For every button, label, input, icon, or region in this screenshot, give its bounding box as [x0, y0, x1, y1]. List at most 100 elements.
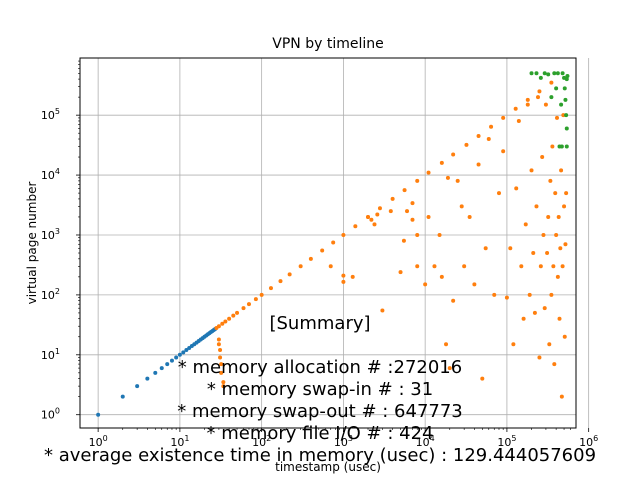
data-point — [464, 142, 469, 147]
summary-swap-in: * memory swap-in # : 31 — [206, 379, 434, 400]
data-point — [519, 264, 524, 269]
data-point — [331, 240, 336, 245]
data-point — [540, 155, 545, 160]
data-point — [220, 321, 225, 326]
data-point — [455, 178, 460, 183]
data-point — [501, 149, 506, 154]
data-point — [287, 272, 292, 277]
data-point — [516, 118, 521, 123]
data-point — [564, 144, 569, 149]
data-point — [564, 113, 569, 118]
data-point — [541, 232, 546, 237]
x-tick-label: 102 — [252, 434, 271, 449]
data-point — [562, 86, 567, 91]
data-point — [467, 214, 472, 219]
data-point — [537, 89, 542, 94]
data-point — [174, 355, 179, 360]
data-point — [542, 306, 547, 311]
data-point — [231, 313, 236, 318]
data-point — [320, 248, 325, 253]
data-point — [537, 355, 542, 360]
data-point — [504, 295, 509, 300]
data-point — [219, 370, 224, 375]
y-tick-label: 102 — [41, 287, 60, 302]
data-point — [560, 264, 565, 269]
data-point — [235, 310, 240, 315]
x-tick-label: 105 — [497, 434, 516, 449]
data-point — [184, 348, 189, 353]
data-point — [483, 246, 488, 251]
data-point — [241, 306, 246, 311]
data-point — [552, 362, 557, 367]
data-point — [543, 102, 548, 107]
data-point — [511, 342, 516, 347]
data-point — [216, 342, 221, 347]
data-point — [377, 206, 382, 211]
data-point — [221, 380, 226, 385]
data-point — [426, 170, 431, 175]
x-tick-label: 103 — [334, 434, 353, 449]
data-point — [353, 224, 358, 229]
data-point — [410, 201, 415, 206]
data-point — [405, 209, 410, 214]
data-point — [447, 366, 452, 371]
data-point — [159, 366, 164, 371]
data-point — [554, 86, 559, 91]
data-point — [415, 264, 420, 269]
data-point — [532, 310, 537, 315]
data-point — [563, 97, 568, 102]
x-tick-label: 101 — [170, 434, 189, 449]
data-point — [476, 133, 481, 138]
data-point — [259, 292, 264, 297]
data-point — [432, 264, 437, 269]
data-point — [350, 274, 355, 279]
data-point — [561, 113, 566, 118]
summary-allocation: * memory allocation # :272016 — [177, 357, 463, 378]
data-point — [444, 342, 449, 347]
data-point — [555, 274, 560, 279]
data-point — [559, 144, 564, 149]
summary-heading: [Summary] — [269, 313, 371, 334]
data-point — [219, 362, 224, 367]
data-point — [552, 71, 557, 76]
data-point — [546, 214, 551, 219]
x-tick-label: 100 — [89, 434, 108, 449]
data-point — [177, 352, 182, 357]
data-point — [476, 162, 481, 167]
data-point — [525, 102, 530, 107]
data-point — [380, 308, 385, 313]
data-point — [564, 191, 569, 196]
data-point — [388, 209, 393, 214]
data-point — [216, 324, 221, 329]
data-point — [525, 97, 530, 102]
data-point — [153, 370, 158, 375]
data-point — [486, 137, 491, 142]
data-point — [223, 319, 228, 324]
data-point — [548, 178, 553, 183]
data-point — [562, 204, 567, 209]
summary-file-io: * memory file I/O # : 424 — [206, 423, 434, 444]
data-point — [535, 95, 540, 100]
y-tick-label: 104 — [41, 167, 60, 182]
data-point — [451, 298, 456, 303]
data-point — [555, 71, 560, 76]
plot-frame — [79, 57, 577, 429]
data-point — [551, 264, 556, 269]
data-point — [527, 292, 532, 297]
data-point — [96, 412, 101, 417]
data-point — [221, 384, 226, 389]
data-point — [165, 362, 170, 367]
data-point — [372, 222, 377, 227]
data-point — [554, 232, 559, 237]
data-point — [529, 71, 534, 76]
data-point — [415, 232, 420, 237]
data-point — [341, 273, 346, 278]
data-point — [565, 74, 570, 79]
data-point — [218, 348, 223, 353]
summary-swap-out: * memory swap-out # : 647773 — [177, 401, 463, 422]
data-point — [564, 77, 569, 82]
x-axis-label: timestamp (usec) — [275, 460, 381, 474]
data-point — [120, 394, 125, 399]
data-point — [557, 316, 562, 321]
